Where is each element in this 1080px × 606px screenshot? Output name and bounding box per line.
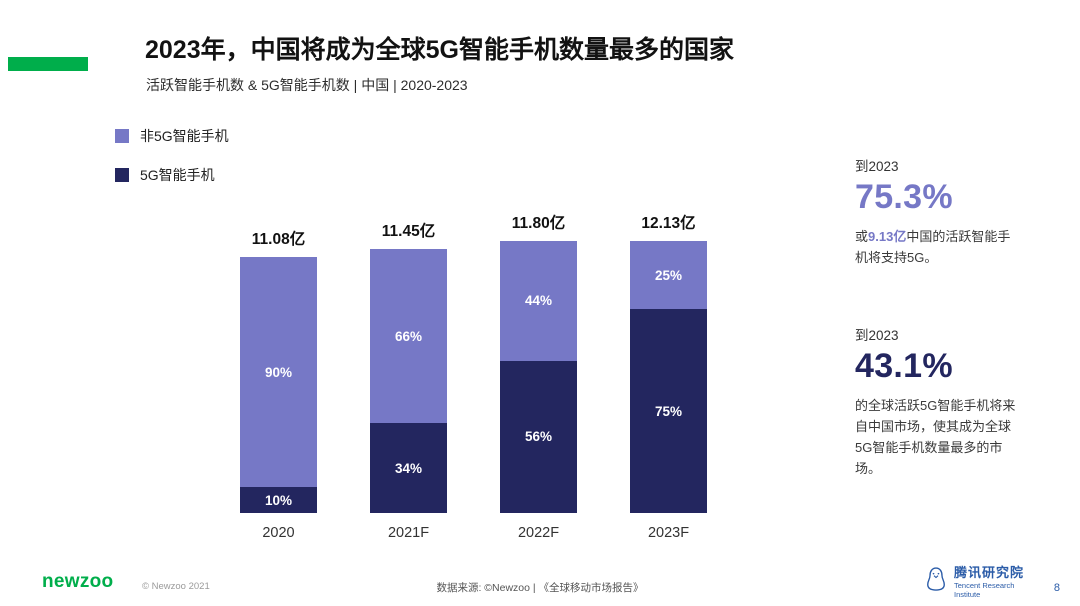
bar-segment-non-5g: 44% bbox=[500, 241, 577, 361]
legend-item-5g: 5G智能手机 bbox=[115, 165, 229, 185]
callout-kicker: 到2023 bbox=[855, 159, 899, 174]
callout-value: 75.3% bbox=[855, 178, 953, 216]
tencent-logo-block: 腾讯研究院 Tencent Research Institute bbox=[925, 565, 1036, 599]
bar-column: 12.13亿 25% 75% 2023F bbox=[630, 211, 707, 543]
stacked-bar: 44% 56% bbox=[500, 241, 577, 513]
legend-item-non5g: 非5G智能手机 bbox=[115, 126, 229, 146]
stacked-bar: 25% 75% bbox=[630, 241, 707, 514]
callout-75-percent: 到2023 75.3% 或9.13亿中国的活跃智能手机将支持5G。 bbox=[855, 155, 1017, 268]
callout-description: 的全球活跃5G智能手机将来自中国市场，使其成为全球5G智能手机数量最多的市场。 bbox=[855, 398, 1016, 477]
desc-highlight: 9.13亿 bbox=[868, 229, 907, 244]
copyright-text: © Newzoo 2021 bbox=[142, 581, 210, 592]
legend-swatch-non5g bbox=[115, 129, 129, 143]
desc-text: 中国的活跃智能手机将支持5G。 bbox=[855, 229, 1011, 266]
desc-text: 或 bbox=[855, 229, 869, 244]
bar-column: 11.80亿 44% 56% 2022F bbox=[500, 211, 577, 543]
x-axis-label: 2023F bbox=[647, 525, 690, 542]
callout-value: 43.1% bbox=[855, 347, 953, 386]
bar-segment-non-5g: 25% bbox=[630, 241, 707, 310]
bar-segment-5g: 10% bbox=[240, 487, 317, 513]
chart-legend: 非5G智能手机 5G智能手机 bbox=[115, 126, 229, 185]
bar-segment-5g: 34% bbox=[370, 423, 447, 513]
penguin-icon bbox=[925, 566, 947, 597]
stacked-bar: 90% 10% bbox=[240, 257, 317, 513]
callout-panel: 到2023 75.3% 或9.13亿中国的活跃智能手机将支持5G。 到2023 … bbox=[855, 155, 1017, 479]
x-axis-label: 2022F bbox=[517, 525, 560, 541]
bar-column: 11.45亿 66% 34% 2021F bbox=[370, 211, 447, 543]
tencent-cn-name: 腾讯研究院 bbox=[954, 565, 1025, 580]
legend-label: 5G智能手机 bbox=[140, 167, 215, 183]
data-source-text: 数据来源: ©Newzoo | 《全球移动市场报告》 bbox=[436, 582, 644, 594]
bar-total-label: 11.80亿 bbox=[511, 215, 566, 232]
page-title: 2023年，中国将成为全球5G智能手机数量最多的国家 bbox=[145, 36, 734, 64]
stacked-bar: 66% 34% bbox=[370, 249, 447, 513]
tencent-text: 腾讯研究院 Tencent Research Institute bbox=[954, 565, 1036, 599]
bar-segment-non-5g: 66% bbox=[370, 249, 447, 424]
newzoo-logo: newzoo bbox=[42, 571, 114, 592]
accent-bar bbox=[8, 57, 88, 71]
callout-43-percent: 到2023 43.1% 的全球活跃5G智能手机将来自中国市场，使其成为全球5G智… bbox=[855, 324, 1017, 479]
bar-total-label: 11.08亿 bbox=[251, 231, 306, 248]
bar-segment-non-5g: 90% bbox=[240, 257, 317, 488]
page-subtitle: 活跃智能手机数 & 5G智能手机数 | 中国 | 2020-2023 bbox=[146, 77, 468, 93]
tencent-en-name: Tencent Research Institute bbox=[954, 580, 1015, 599]
bar-segment-5g: 75% bbox=[630, 309, 707, 514]
bar-column: 11.08亿 90% 10% 2020 bbox=[240, 211, 317, 543]
bar-total-label: 11.45亿 bbox=[381, 223, 436, 240]
bar-segment-5g: 56% bbox=[500, 360, 577, 513]
legend-swatch-5g bbox=[115, 168, 129, 182]
bar-total-label: 12.13亿 bbox=[641, 215, 696, 232]
x-axis-label: 2020 bbox=[262, 525, 295, 541]
callout-description: 或9.13亿中国的活跃智能手机将支持5G。 bbox=[855, 226, 1017, 268]
callout-kicker: 到2023 bbox=[855, 328, 899, 344]
legend-label: 非5G智能手机 bbox=[140, 128, 229, 144]
x-axis-label: 2021F bbox=[387, 525, 430, 541]
stacked-bar-chart: 11.08亿 90% 10% 2020 11.45亿 66% 34% 2021F 11.80亿 4… bbox=[240, 211, 707, 543]
page-number: 8 bbox=[1053, 582, 1060, 594]
